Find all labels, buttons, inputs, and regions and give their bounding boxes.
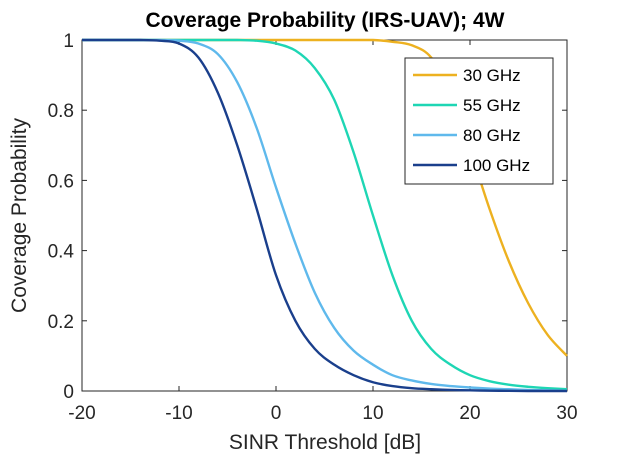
x-tick-label: 30 xyxy=(556,403,577,424)
x-tick-label: 0 xyxy=(271,403,282,424)
x-tick-label: 10 xyxy=(362,403,383,424)
series-lines xyxy=(81,38,568,393)
legend-label: 100 GHz xyxy=(463,156,530,175)
y-tick-label: 0 xyxy=(63,382,74,403)
x-tick-label: -20 xyxy=(68,403,95,424)
y-axis-label: Coverage Probability xyxy=(8,118,31,313)
y-tick-label: 0.4 xyxy=(48,242,75,263)
x-axis-label: SINR Threshold [dB] xyxy=(229,431,421,454)
chart-title: Coverage Probability (IRS-UAV); 4W xyxy=(146,9,505,32)
axis-ticks: -20 -10 0 10 20 30 0 0.2 0.4 0.6 0.8 1 xyxy=(48,31,578,424)
legend: 30 GHz 55 GHz 80 GHz 100 GHz xyxy=(404,57,554,185)
y-tick-label: 0.8 xyxy=(48,101,74,122)
legend-label: 55 GHz xyxy=(463,96,521,115)
series-line-100-ghz xyxy=(81,38,567,393)
y-tick-label: 0.2 xyxy=(48,312,74,333)
x-tick-label: 20 xyxy=(459,403,480,424)
y-tick-label: 1 xyxy=(63,31,74,52)
y-tick-label: 0.6 xyxy=(48,171,74,192)
legend-box xyxy=(404,57,554,185)
x-tick-label: -10 xyxy=(165,403,192,424)
legend-label: 30 GHz xyxy=(463,66,521,85)
legend-label: 80 GHz xyxy=(463,126,521,145)
